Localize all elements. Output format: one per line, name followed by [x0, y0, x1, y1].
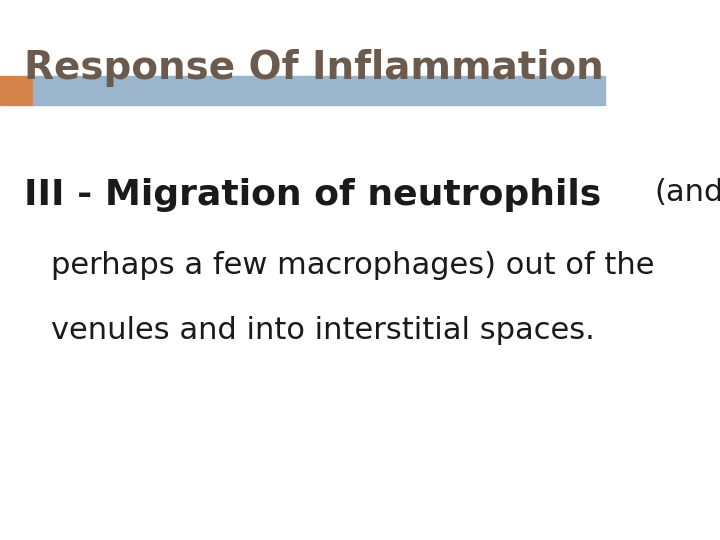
Text: (and: (and [654, 178, 720, 207]
Text: venules and into interstitial spaces.: venules and into interstitial spaces. [51, 316, 595, 345]
Text: perhaps a few macrophages) out of the: perhaps a few macrophages) out of the [51, 251, 655, 280]
Text: Response Of Inflammation: Response Of Inflammation [24, 49, 604, 86]
Bar [33, 76, 605, 105]
Bar [0, 76, 33, 105]
Text: III - Migration of neutrophils: III - Migration of neutrophils [24, 178, 601, 212]
